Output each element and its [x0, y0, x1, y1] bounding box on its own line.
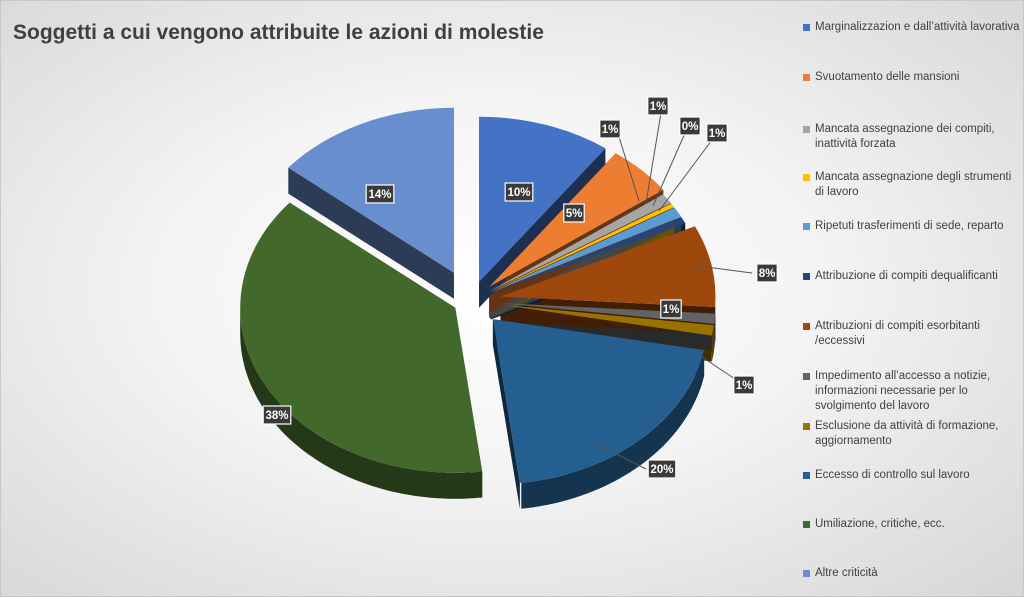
legend-label: Attribuzione di compiti dequalificanti [815, 269, 998, 284]
legend-swatch [803, 126, 810, 133]
legend-item: Esclusione da attività di formazione, ag… [803, 419, 1021, 449]
data-label-4: 1% [650, 101, 667, 113]
legend-swatch [803, 174, 810, 181]
legend-item: Mancata assegnazione dei compiti, inatti… [803, 122, 1021, 152]
legend-label: Mancata assegnazione dei compiti, inatti… [815, 122, 1021, 152]
legend-item: Attribuzioni di compiti esorbitanti /ecc… [803, 319, 1021, 349]
legend-swatch [803, 373, 810, 380]
data-label-3: 0% [682, 121, 699, 133]
legend-label: Eccesso di controllo sul lavoro [815, 468, 970, 483]
data-label-5: 1% [709, 128, 726, 140]
legend-item: Eccesso di controllo sul lavoro [803, 468, 1021, 483]
legend-item: Mancata assegnazione degli strumenti di … [803, 170, 1021, 200]
legend-swatch [803, 323, 810, 330]
legend-label: Ripetuti trasferimenti di sede, reparto [815, 219, 1004, 234]
legend-label: Esclusione da attività di formazione, ag… [815, 419, 1021, 449]
data-label-9: 20% [650, 464, 673, 476]
legend-item: Impedimento all’accesso a notizie, infor… [803, 369, 1021, 414]
data-label-10: 38% [265, 410, 288, 422]
legend-label: Mancata assegnazione degli strumenti di … [815, 170, 1021, 200]
legend-swatch [803, 24, 810, 31]
legend-swatch [803, 423, 810, 430]
legend-swatch [803, 570, 810, 577]
data-label-8: 1% [736, 380, 753, 392]
legend-item: Umiliazione, critiche, ecc. [803, 517, 1021, 532]
legend-label: Attribuzioni di compiti esorbitanti /ecc… [815, 319, 1021, 349]
legend-label: Marginalizzazion e dall’attività lavorat… [815, 20, 1020, 35]
leader-line-3 [653, 133, 685, 206]
legend-swatch [803, 472, 810, 479]
legend-label: Altre criticità [815, 566, 878, 581]
legend-label: Umiliazione, critiche, ecc. [815, 517, 945, 532]
data-label-2: 1% [602, 124, 619, 136]
data-label-6: 8% [759, 268, 776, 280]
legend-swatch [803, 74, 810, 81]
legend-item: Marginalizzazion e dall’attività lavorat… [803, 20, 1021, 35]
leader-line-5 [659, 140, 712, 211]
legend-label: Svuotamento delle mansioni [815, 70, 959, 85]
data-label-11: 14% [368, 189, 391, 201]
legend-item: Svuotamento delle mansioni [803, 70, 1021, 85]
legend-swatch [803, 521, 810, 528]
legend-swatch [803, 273, 810, 280]
legend-item: Altre criticità [803, 566, 1021, 581]
legend-item: Ripetuti trasferimenti di sede, reparto [803, 219, 1021, 234]
legend-item: Attribuzione di compiti dequalificanti [803, 269, 1021, 284]
legend-swatch [803, 223, 810, 230]
legend-label: Impedimento all’accesso a notizie, infor… [815, 369, 1021, 414]
data-label-7: 1% [663, 304, 680, 316]
data-label-1: 5% [566, 208, 583, 220]
data-label-0: 10% [507, 187, 530, 199]
